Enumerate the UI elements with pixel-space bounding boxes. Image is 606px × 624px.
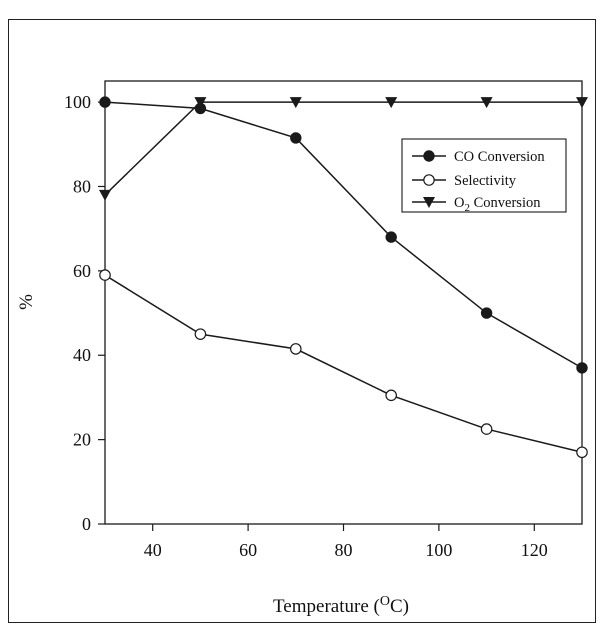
data-point xyxy=(194,97,207,109)
x-tick-label: 40 xyxy=(144,540,162,560)
y-tick-label: 20 xyxy=(73,430,91,450)
chart-frame xyxy=(8,19,596,623)
x-tick-label: 100 xyxy=(425,540,452,560)
y-tick-label: 60 xyxy=(73,261,91,281)
legend-label: O2 Conversion xyxy=(454,195,541,214)
legend: CO Conversion Selectivity O2 Conversion xyxy=(401,138,567,214)
data-point xyxy=(99,189,111,201)
x-tick-label: 60 xyxy=(239,540,257,560)
series-0 xyxy=(99,96,588,374)
series-1 xyxy=(99,269,588,459)
data-point xyxy=(576,362,588,374)
legend-marker xyxy=(423,150,435,162)
legend-marker xyxy=(423,197,435,208)
data-point xyxy=(576,446,588,459)
axes: 0 20 40 60 80 100 40 60 80 100 120 xyxy=(64,80,583,560)
series-line xyxy=(104,101,582,196)
series-line xyxy=(104,274,583,454)
data-point xyxy=(480,97,493,109)
data-point xyxy=(290,132,302,144)
data-point xyxy=(480,423,493,435)
y-tick-label: 40 xyxy=(73,345,91,365)
data-point xyxy=(576,97,588,109)
x-axis-label: Temperature (OC) xyxy=(273,594,409,617)
data-point xyxy=(289,97,302,109)
data-point xyxy=(99,269,111,281)
x-tick-label: 80 xyxy=(335,540,353,560)
data-point xyxy=(194,328,207,340)
data-point xyxy=(289,343,302,355)
series-layer xyxy=(99,96,588,459)
data-point xyxy=(99,96,111,108)
y-tick-label: 80 xyxy=(73,176,91,196)
legend-marker xyxy=(423,174,435,186)
legend-label: CO Conversion xyxy=(454,149,545,165)
y-axis-label: % xyxy=(16,294,37,310)
y-tick-label: 100 xyxy=(64,92,91,112)
series-line xyxy=(104,101,583,369)
x-tick-label: 120 xyxy=(521,540,548,560)
y-tick-label: 0 xyxy=(82,514,91,534)
data-point xyxy=(480,307,493,319)
data-point xyxy=(385,231,397,243)
legend-label: Selectivity xyxy=(454,173,517,189)
series-2 xyxy=(99,97,588,201)
data-point xyxy=(385,389,397,402)
data-point xyxy=(385,97,398,109)
data-point xyxy=(194,102,207,115)
